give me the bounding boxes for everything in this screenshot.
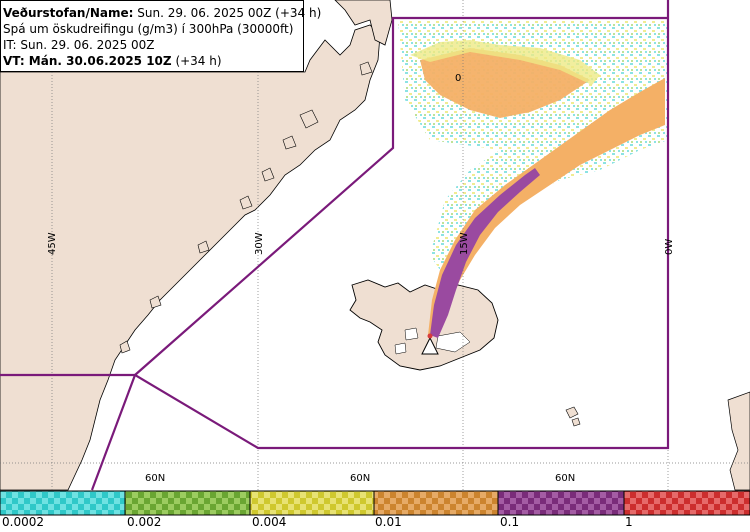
eruption-source-icon [427, 333, 433, 339]
legend-bar [0, 490, 750, 516]
legend-tick-1: 0.002 [127, 515, 162, 529]
legend-swatch-1 [124, 490, 251, 516]
legend-swatch-0 [0, 490, 126, 516]
fir-boundary [0, 0, 670, 491]
info-line-name: Veðurstofan/Name: Sun. 29. 06. 2025 00Z … [3, 5, 321, 21]
info-line-issue-time: IT: Sun. 29. 06. 2025 00Z [3, 38, 155, 52]
contour-label: 0 [455, 73, 461, 84]
info-valid-value: (+34 h) [175, 54, 222, 68]
lon-label-0w: 0W [664, 239, 675, 255]
info-valid-label: VT: Mán. 30.06.2025 10Z [3, 54, 172, 68]
legend-swatch-4 [497, 490, 625, 516]
legend-tick-2: 0.004 [252, 515, 287, 529]
legend-tick-5: 1 [625, 515, 633, 529]
info-name-value: Sun. 29. 06. 2025 00Z (+34 h) [137, 6, 322, 20]
lat-label-60n-3: 60N [555, 473, 575, 484]
ash-plume-orange [428, 78, 665, 335]
norway-coast [727, 391, 750, 491]
legend-swatch-3 [373, 490, 499, 516]
lat-label-60n-2: 60N [350, 473, 370, 484]
faroe-islands [565, 406, 581, 427]
legend-swatch-2 [249, 490, 375, 516]
legend-tick-4: 0.1 [500, 515, 520, 529]
lon-label-45w: 45W [47, 232, 58, 255]
ash-yellow-north [410, 40, 600, 85]
info-name-label: Veðurstofan/Name: [3, 6, 134, 20]
greenland-islands [119, 61, 373, 354]
legend-swatch-5 [623, 490, 750, 516]
ash-plume-purple [430, 168, 540, 338]
lon-label-15w: 15W [459, 232, 470, 255]
volcano-triangle-icon [421, 336, 439, 355]
lon-label-30w: 30W [254, 232, 265, 255]
greenland-north-coast [334, 0, 393, 46]
forecast-info-box: Veðurstofan/Name: Sun. 29. 06. 2025 00Z … [0, 0, 321, 72]
legend-tick-0: 0.0002 [2, 515, 44, 529]
info-line-valid-time: VT: Mán. 30.06.2025 10Z (+34 h) [3, 53, 301, 69]
legend-tick-3: 0.01 [375, 515, 402, 529]
iceland-glaciers [394, 327, 471, 355]
info-line-title: Spá um öskudreifingu (g/m3) í 300hPa (30… [3, 22, 294, 36]
lat-label-60n-1: 60N [145, 473, 165, 484]
